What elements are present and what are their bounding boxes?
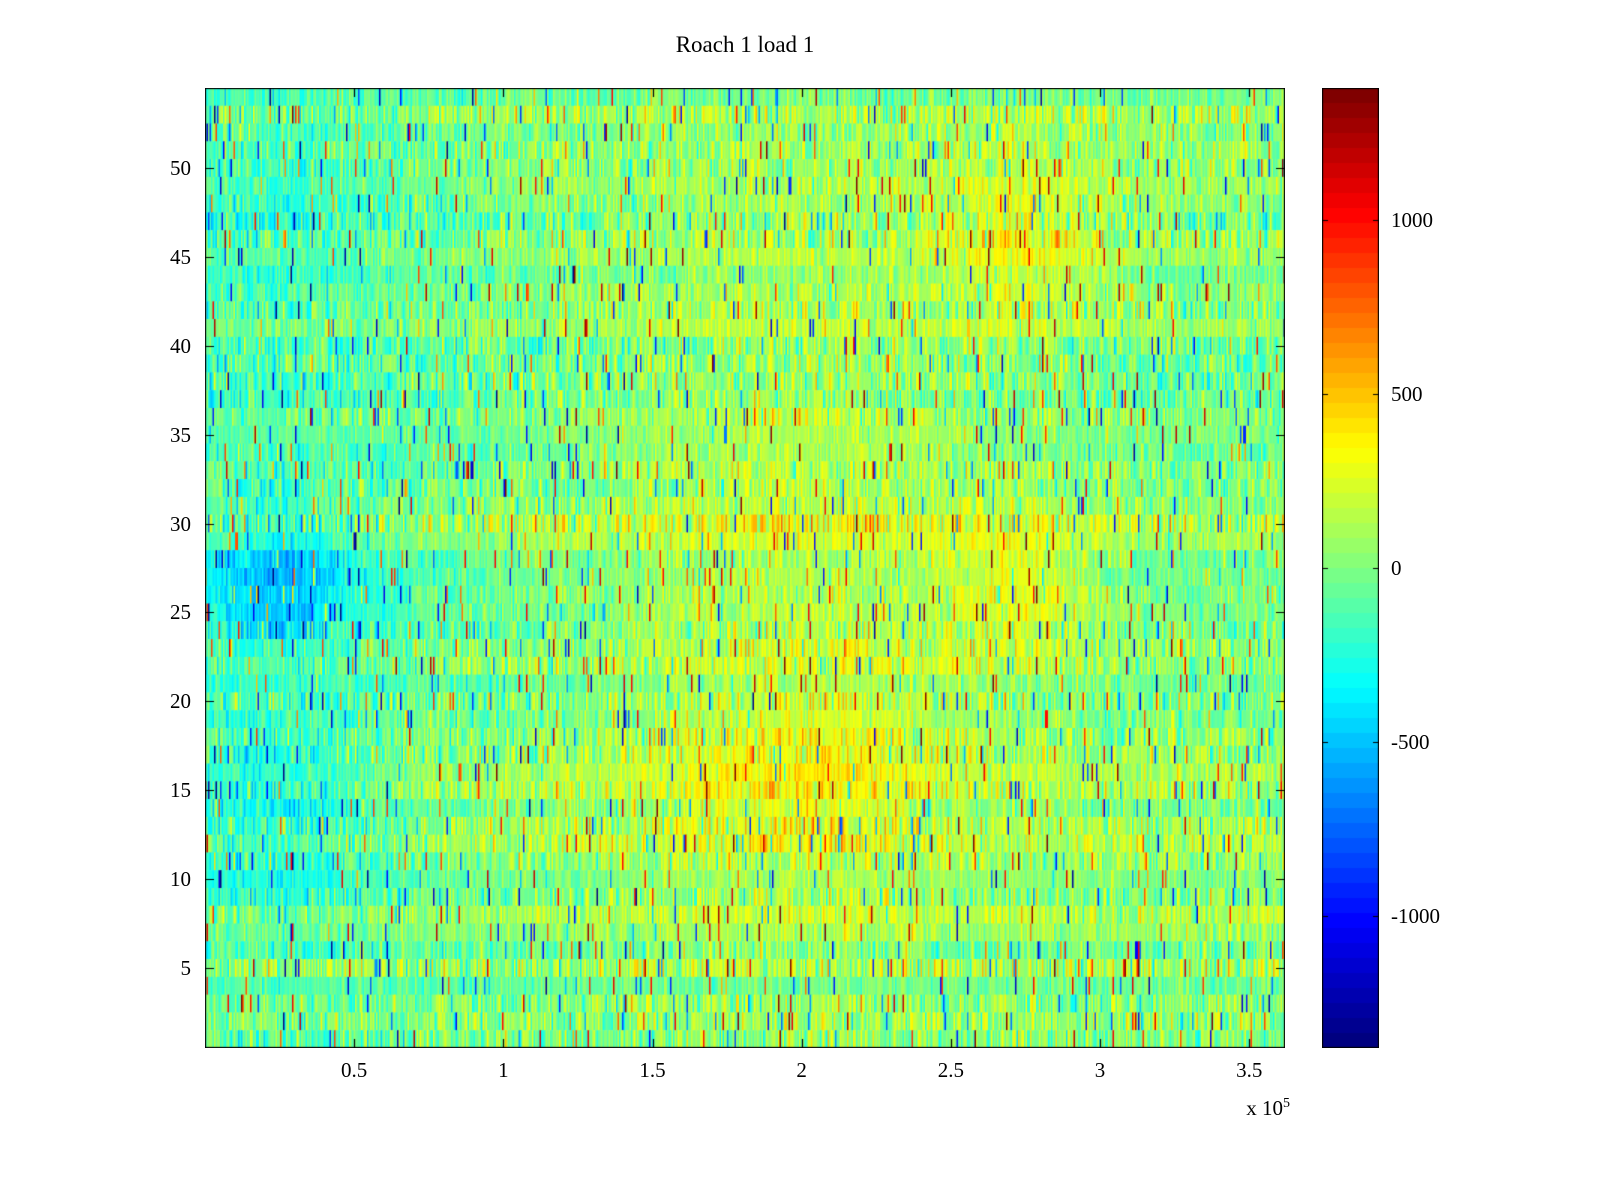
y-tick-label: 45 xyxy=(170,244,191,269)
y-tick-label: 50 xyxy=(170,156,191,180)
x-tick-label: 1 xyxy=(498,1058,509,1082)
x-tick-label: 2.5 xyxy=(937,1058,964,1082)
y-tick-label: 15 xyxy=(170,778,191,803)
heatmap-canvas xyxy=(205,88,1285,1048)
colorbar-tick-label: -1000 xyxy=(1391,903,1440,928)
x-scale-base: x 10 xyxy=(1246,1096,1283,1120)
y-tick-label: 25 xyxy=(170,600,191,625)
colorbar-tick-label: 1000 xyxy=(1391,208,1433,233)
colorbar-tick-label: -500 xyxy=(1391,729,1430,754)
y-tick-label: 5 xyxy=(180,956,192,980)
colorbar-tick-label: 0 xyxy=(1391,556,1402,580)
x-tick-label: 3.5 xyxy=(1236,1058,1263,1082)
y-tick-label: 20 xyxy=(170,689,191,714)
x-tick-label: 1.5 xyxy=(639,1058,666,1082)
y-tick-label: 10 xyxy=(170,867,191,892)
y-tick-label: 35 xyxy=(170,422,191,447)
x-scale-exponent: 5 xyxy=(1283,1096,1290,1111)
x-tick-label: 3 xyxy=(1094,1058,1106,1082)
colorbar-canvas xyxy=(1322,88,1379,1048)
x-axis-scale-label: x 105 xyxy=(1100,1096,1290,1121)
x-tick-label: 0.5 xyxy=(341,1058,368,1082)
x-tick-label: 2 xyxy=(796,1058,807,1082)
y-tick-label: 30 xyxy=(170,511,191,536)
y-tick-label: 40 xyxy=(170,333,191,358)
colorbar-tick-label: 500 xyxy=(1391,382,1423,407)
chart-title: Roach 1 load 1 xyxy=(675,32,815,57)
